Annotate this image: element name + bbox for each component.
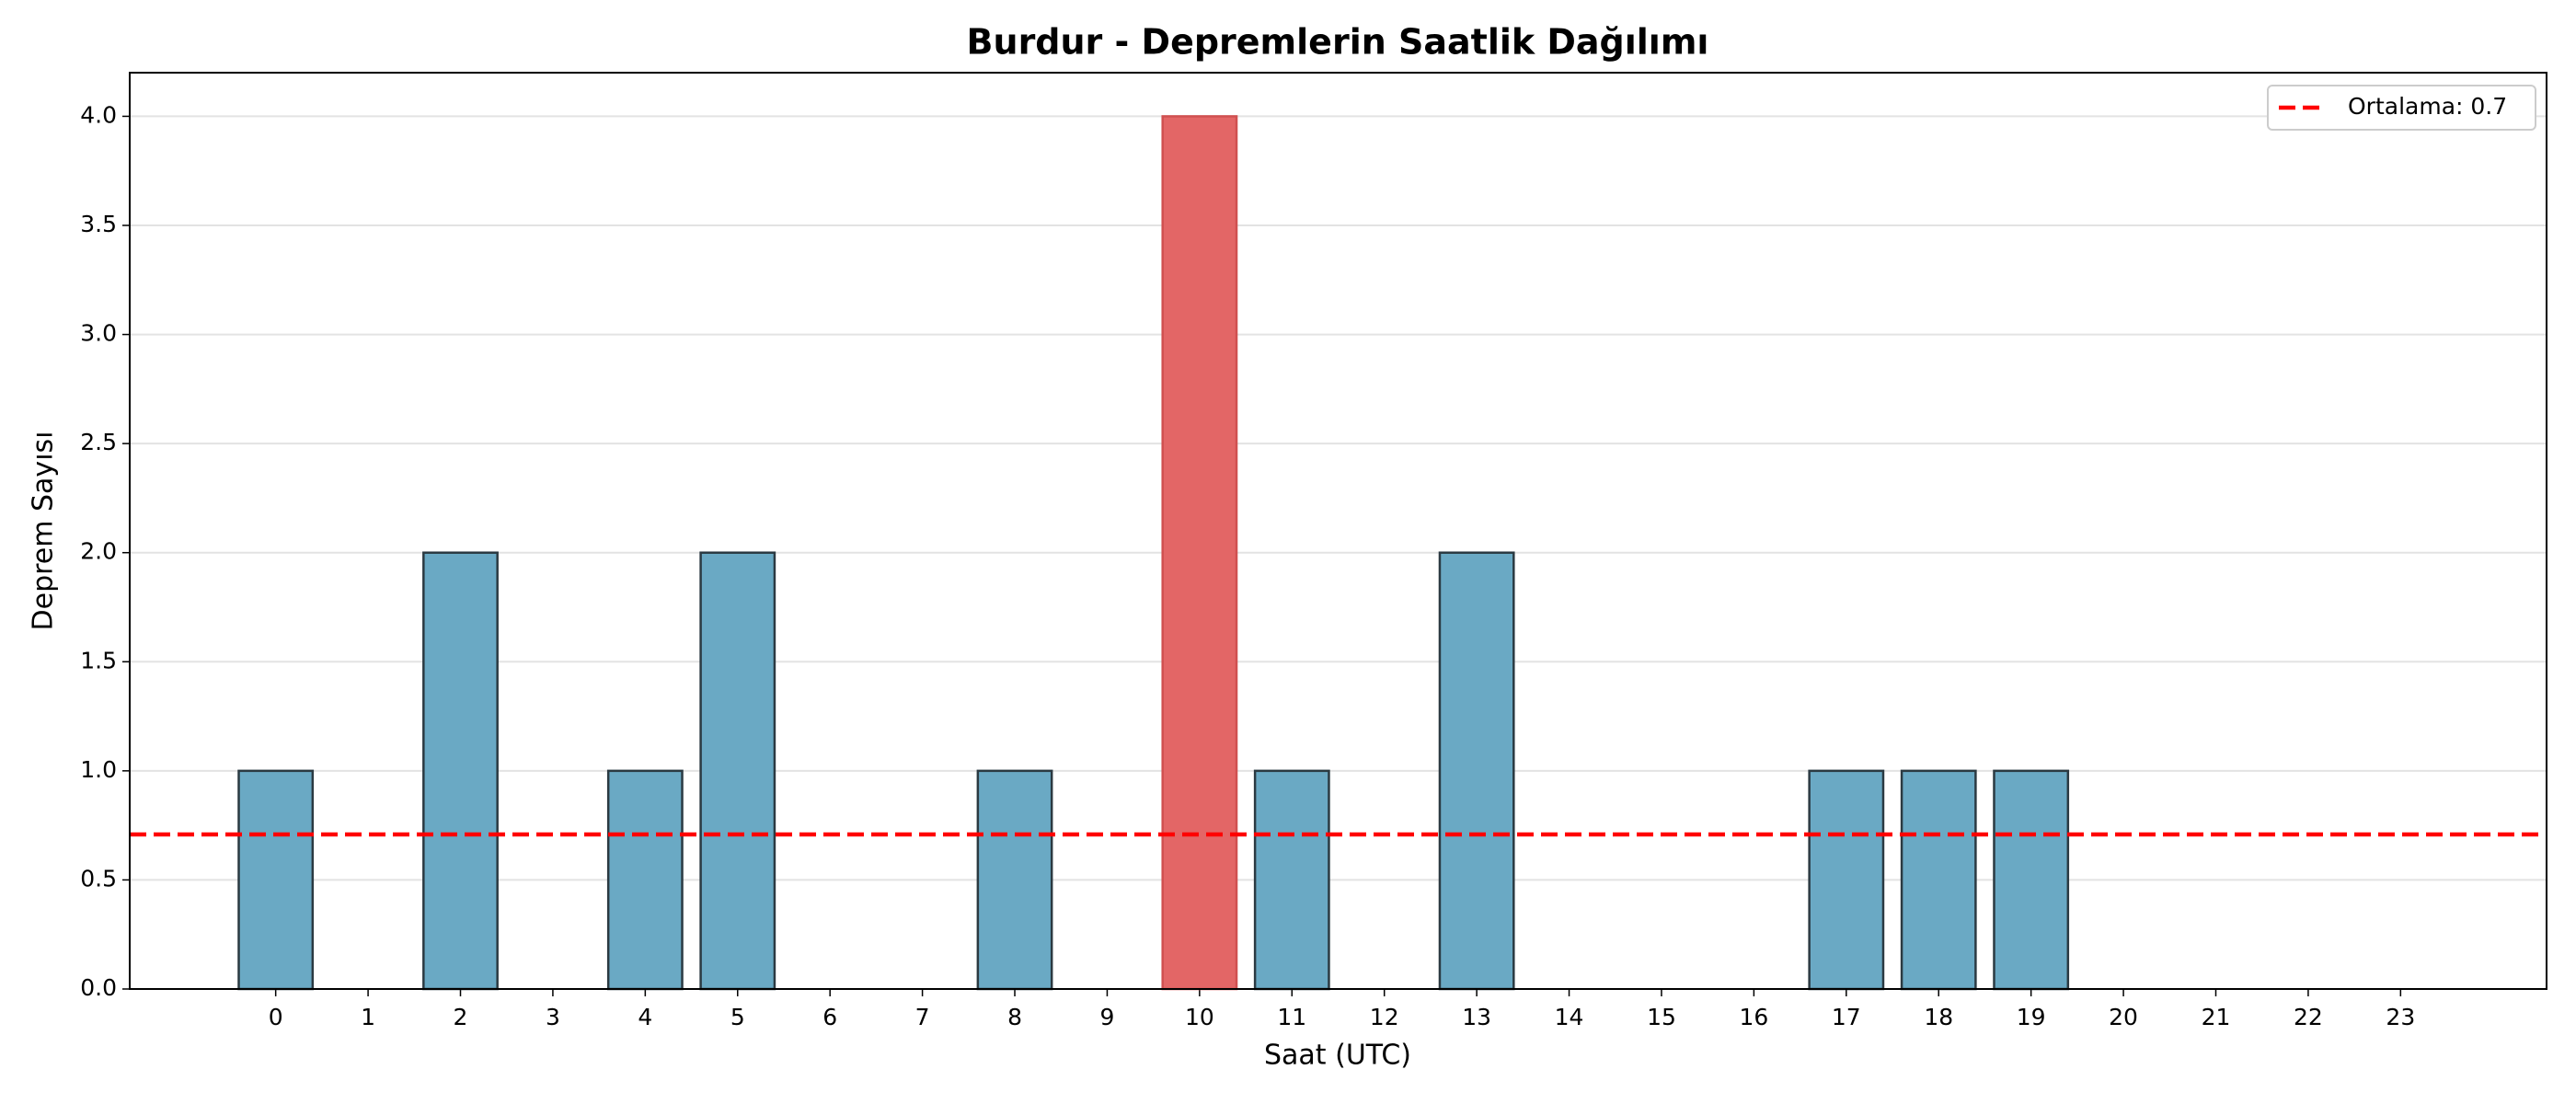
y-tick-label: 1.5 bbox=[80, 647, 117, 673]
legend-box bbox=[2267, 85, 2536, 131]
bar bbox=[1900, 769, 1977, 991]
bar bbox=[1808, 769, 1885, 991]
y-tick-label: 0.0 bbox=[80, 974, 117, 1001]
x-tick-label: 5 bbox=[730, 1004, 745, 1030]
axes-frame bbox=[129, 72, 2547, 990]
x-tick-label: 9 bbox=[1099, 1004, 1114, 1030]
bar bbox=[1161, 115, 1238, 991]
bar bbox=[1253, 769, 1330, 991]
y-tick-label: 2.5 bbox=[80, 429, 117, 455]
legend-label: Ortalama: 0.7 bbox=[2348, 93, 2507, 120]
x-tick-label: 14 bbox=[1555, 1004, 1584, 1030]
x-tick-label: 4 bbox=[638, 1004, 652, 1030]
y-tick-label: 2.0 bbox=[80, 538, 117, 565]
bar bbox=[422, 551, 499, 991]
bar bbox=[237, 769, 315, 991]
x-tick-label: 1 bbox=[361, 1004, 375, 1030]
x-tick-label: 2 bbox=[454, 1004, 468, 1030]
x-tick-label: 15 bbox=[1647, 1004, 1676, 1030]
y-tick-label: 0.5 bbox=[80, 865, 117, 891]
y-tick-label: 1.0 bbox=[80, 756, 117, 783]
x-tick-label: 12 bbox=[1370, 1004, 1399, 1030]
bar bbox=[1438, 551, 1515, 991]
y-tick-label: 4.0 bbox=[80, 101, 117, 128]
x-tick-label: 6 bbox=[822, 1004, 837, 1030]
x-tick-label: 23 bbox=[2386, 1004, 2415, 1030]
y-tick-label: 3.5 bbox=[80, 211, 117, 237]
x-tick-label: 20 bbox=[2109, 1004, 2138, 1030]
x-axis-label: Saat (UTC) bbox=[1264, 1040, 1411, 1072]
x-tick-label: 21 bbox=[2202, 1004, 2231, 1030]
x-tick-label: 19 bbox=[2017, 1004, 2046, 1030]
x-tick-label: 11 bbox=[1277, 1004, 1306, 1030]
bar bbox=[976, 769, 1053, 991]
chart-title: Burdur - Depremlerin Saatlik Dağılımı bbox=[967, 22, 1709, 63]
x-tick-label: 8 bbox=[1007, 1004, 1022, 1030]
y-axis-label: Deprem Sayısı bbox=[28, 431, 60, 631]
x-tick-label: 13 bbox=[1462, 1004, 1491, 1030]
bar bbox=[606, 769, 684, 991]
x-tick-label: 18 bbox=[1924, 1004, 1953, 1030]
x-tick-label: 22 bbox=[2294, 1004, 2323, 1030]
bar bbox=[699, 551, 776, 991]
x-tick-label: 17 bbox=[1832, 1004, 1861, 1030]
y-tick-label: 3.0 bbox=[80, 320, 117, 347]
x-tick-label: 0 bbox=[269, 1004, 283, 1030]
x-tick-label: 3 bbox=[546, 1004, 560, 1030]
bar bbox=[1993, 769, 2070, 991]
x-tick-label: 16 bbox=[1739, 1004, 1768, 1030]
x-tick-label: 7 bbox=[915, 1004, 930, 1030]
x-tick-label: 10 bbox=[1185, 1004, 1214, 1030]
